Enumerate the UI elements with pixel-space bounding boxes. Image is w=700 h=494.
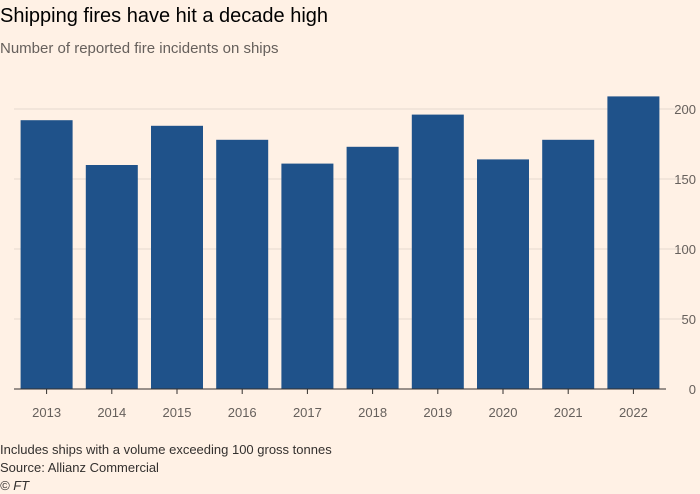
bars [20,96,660,390]
y-tick-label: 100 [674,242,696,257]
chart-title: Shipping fires have hit a decade high [0,5,329,27]
x-tick-label-2017: 2017 [293,405,322,420]
y-tick-label: 50 [682,312,696,327]
x-tick-label-2016: 2016 [228,405,257,420]
x-tick-label-2021: 2021 [554,405,583,420]
bar-2017 [281,163,334,389]
x-tick-label-2014: 2014 [97,405,126,420]
chart-footnote: Includes ships with a volume exceeding 1… [0,442,332,457]
x-tick-label-2020: 2020 [489,405,518,420]
bar-2019 [411,114,464,389]
x-tick-label-2022: 2022 [619,405,648,420]
x-tick-label-2019: 2019 [423,405,452,420]
bar-2020 [477,159,529,389]
bar-2022 [607,96,660,390]
y-tick-label: 200 [674,102,696,117]
ft-credit: © FT [0,478,30,493]
bar-chart: 2013 2014 2015 2016 2017 2018 2019 2020 2021 2022… [14,96,696,420]
bar-2013 [20,120,73,389]
chart-subtitle: Number of reported fire incidents on shi… [0,40,279,57]
y-tick-label: 150 [674,172,696,187]
y-tick-label: 0 [689,382,696,397]
bar-2014 [85,165,138,389]
chart-source: Source: Allianz Commercial [0,460,159,475]
x-tick-label-2013: 2013 [32,405,61,420]
bar-2016 [216,139,269,389]
y-axis-ticks: 0 50 100 150 200 [674,102,696,397]
bar-2018 [346,146,399,389]
x-tick-label-2015: 2015 [163,405,192,420]
x-axis-ticks: 2013 2014 2015 2016 2017 2018 2019 2020 2021 2022 [14,388,666,420]
x-tick-label-2018: 2018 [358,405,387,420]
bar-2021 [542,139,595,389]
bar-2015 [151,125,203,390]
